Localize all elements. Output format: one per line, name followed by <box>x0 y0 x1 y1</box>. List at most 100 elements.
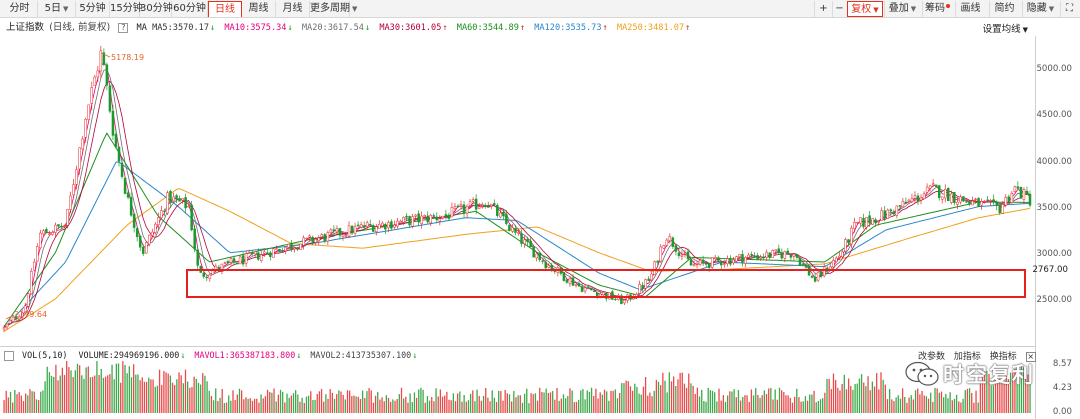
volume-bar <box>299 401 301 413</box>
volume-bar <box>588 391 591 413</box>
simple-mode-button[interactable]: 简约 <box>989 1 1019 17</box>
help-icon[interactable]: ? <box>118 23 129 33</box>
candle-body <box>471 199 475 202</box>
volume-bar <box>178 372 180 413</box>
swap-indicator-button[interactable]: 换指标 <box>989 352 1017 362</box>
candle-body <box>414 214 417 217</box>
volume-bar <box>351 396 353 413</box>
volume-bar <box>415 397 418 413</box>
kline-chart[interactable]: 5178.19 2179.64 <box>0 36 1035 419</box>
tab-period-8[interactable]: 月线 <box>276 1 310 17</box>
close-icon[interactable]: × <box>1025 352 1036 362</box>
volume-bar <box>467 400 470 413</box>
volume-bar <box>435 388 437 413</box>
volume-bar <box>554 399 556 413</box>
candle-body <box>205 276 209 279</box>
candle-body <box>732 259 735 264</box>
candle-body <box>1004 197 1008 206</box>
volume-bar <box>357 396 359 413</box>
candle-body <box>944 188 947 199</box>
chips-button[interactable]: 筹码 <box>922 1 952 17</box>
volume-bar <box>534 393 537 413</box>
candle-body <box>48 233 51 235</box>
volume-bar <box>295 390 297 413</box>
draw-line-button[interactable]: 画线 <box>955 1 985 17</box>
mavol1-value: MAVOL1:365387183.800 <box>194 350 296 360</box>
candle-body <box>320 234 324 238</box>
ma-settings-button[interactable]: 设置均线 ▼ <box>983 21 1028 35</box>
volume-bar <box>297 394 299 413</box>
tab-period-6[interactable]: 日线 <box>208 1 242 17</box>
volume-bar <box>718 388 720 413</box>
volume-bar <box>889 388 891 413</box>
candle-body <box>883 210 886 219</box>
volume-bar <box>964 390 966 413</box>
volume-bar <box>683 383 686 413</box>
volume-bar <box>835 380 837 413</box>
candle-body <box>974 198 977 201</box>
tab-period-7[interactable]: 周线 <box>242 1 276 17</box>
volume-bar <box>81 375 83 413</box>
volume-bar <box>662 372 664 413</box>
tab-period-3[interactable]: 15分钟 <box>110 1 143 17</box>
volume-bar <box>955 394 958 413</box>
tab-label: 月线 <box>282 3 303 14</box>
volume-bar <box>999 373 1001 413</box>
fullscreen-icon[interactable]: ⛶ <box>1060 1 1078 17</box>
volume-bar <box>48 372 51 413</box>
candle-body <box>278 249 281 252</box>
volume-bar <box>886 399 889 413</box>
tab-period-5[interactable]: 60分钟 <box>172 1 208 17</box>
tab-period-0[interactable]: 分时 <box>2 1 38 17</box>
volume-bar <box>387 398 390 413</box>
volume-bar <box>984 369 986 413</box>
candle-body <box>368 224 372 226</box>
candle-body <box>275 248 278 250</box>
volume-bar <box>759 397 761 413</box>
volume-bar <box>873 386 876 413</box>
candle-body <box>247 252 251 254</box>
overlay-dropdown[interactable]: 叠加 ▼ <box>884 1 920 17</box>
volume-bar <box>722 395 724 413</box>
change-params-button[interactable]: 改参数 <box>918 352 946 362</box>
volume-bar <box>459 391 461 413</box>
tab-period-1[interactable]: 5日 ▼ <box>38 1 76 17</box>
volume-bar <box>621 383 623 413</box>
hide-dropdown[interactable]: 隐藏 ▼ <box>1022 1 1058 17</box>
volume-bar <box>111 364 113 413</box>
volume-bar <box>990 385 992 413</box>
candle-body <box>405 215 408 218</box>
tab-period-9[interactable]: 更多周期 ▼ <box>310 1 357 17</box>
price-tick-label: 4000.00 <box>1036 157 1072 167</box>
tab-label: 60分钟 <box>173 3 206 14</box>
volume-bar <box>852 389 854 413</box>
candle-body <box>698 259 702 265</box>
volume-bar <box>573 402 575 413</box>
candle-body <box>810 275 814 278</box>
chevron-down-icon: ▼ <box>352 5 358 13</box>
zoom-out-button[interactable]: − <box>832 1 846 17</box>
low-annotation: 2179.64 <box>14 310 47 319</box>
volume-bar <box>584 399 586 413</box>
candle-body <box>132 213 136 228</box>
candle-body <box>477 206 481 209</box>
tab-period-2[interactable]: 5分钟 <box>76 1 110 17</box>
volume-bar <box>668 372 670 413</box>
candle-body <box>371 225 375 232</box>
volume-bar <box>29 389 31 413</box>
candle-body <box>1028 194 1032 206</box>
volume-bar <box>1014 368 1016 413</box>
candle-body <box>256 252 260 260</box>
candle-body <box>953 192 956 203</box>
volume-bar <box>420 387 422 413</box>
volume-bar <box>703 400 705 413</box>
volume-bar <box>143 381 146 413</box>
fuquan-dropdown[interactable]: 复权 ▼ <box>847 1 883 17</box>
tab-period-4[interactable]: 30分钟 <box>140 1 173 17</box>
add-indicator-button[interactable]: 加指标 <box>953 352 981 362</box>
volume-bar <box>651 396 653 413</box>
price-tick-label: 2500.00 <box>1036 295 1072 305</box>
volume-bar <box>264 396 267 413</box>
zoom-in-button[interactable]: + <box>814 1 832 17</box>
volume-bar <box>275 401 277 413</box>
